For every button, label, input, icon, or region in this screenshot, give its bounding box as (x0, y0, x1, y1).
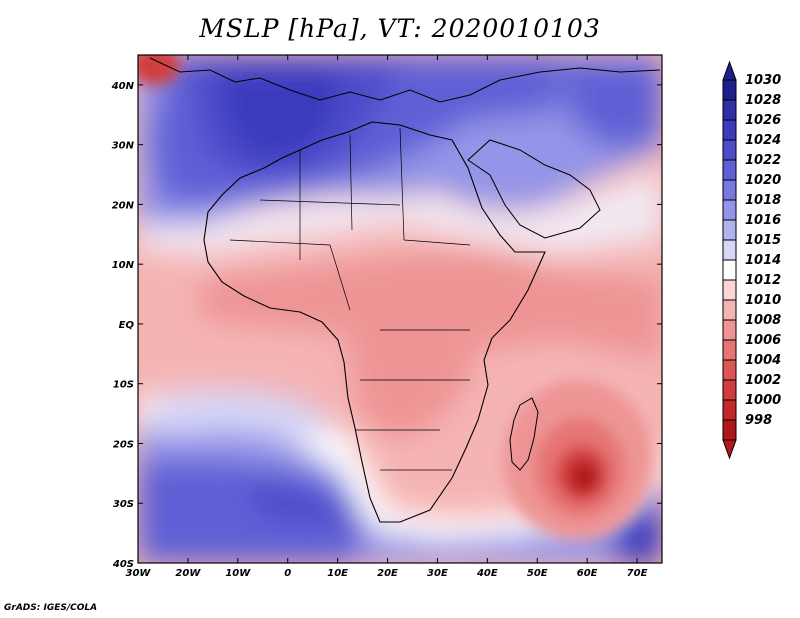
colorbar-label: 1002 (745, 373, 781, 388)
colorbar-label: 1018 (745, 193, 781, 208)
lat-label: 20N (112, 200, 135, 211)
lon-label: 70E (627, 568, 648, 579)
lon-label: 30E (427, 568, 448, 579)
colorbar-label: 1016 (745, 213, 781, 228)
pressure-field (138, 55, 662, 563)
colorbar-label: 1024 (745, 133, 781, 148)
lon-label: 60E (577, 568, 598, 579)
madagascar-outline (509, 397, 539, 471)
colorbar: 1030 1028 1026 1024 1022 1020 1018 1016 1015 1014… (722, 60, 781, 460)
colorbar-label: 1004 (745, 353, 781, 368)
map-title: MSLP [hPa], VT: 2020010103 (199, 14, 601, 43)
map-frame (137, 54, 663, 564)
axis-ticks (137, 55, 662, 564)
lon-label: 30W (126, 568, 152, 579)
colorbar-label: 1028 (745, 93, 781, 108)
colorbar-swatch (722, 99, 737, 121)
colorbar-swatch (722, 239, 737, 261)
lat-label: EQ (119, 320, 135, 331)
colorbar-label: 1030 (745, 73, 781, 88)
lat-label: 30S (113, 499, 134, 510)
latitude-labels: 40N 30N 20N 10N EQ 10S 20S 30S 40S (111, 81, 135, 570)
arabia-coastline (467, 139, 601, 239)
lon-label: 50E (527, 568, 548, 579)
colorbar-label: 1012 (745, 273, 781, 288)
lat-label: 40N (111, 81, 135, 92)
lat-label: 10S (113, 380, 134, 391)
colorbar-bottom-arrow (722, 439, 737, 460)
colorbar-swatch (722, 419, 737, 441)
colorbar-swatch (722, 299, 737, 321)
colorbar-label: 1015 (745, 233, 781, 248)
colorbar-label: 1026 (745, 113, 781, 128)
colorbar-swatch (722, 279, 737, 301)
europe-coastline (149, 57, 661, 103)
colorbar-swatch (722, 359, 737, 381)
colorbar-label: 1020 (745, 173, 781, 188)
lon-label: 20E (377, 568, 398, 579)
colorbar-swatch (722, 339, 737, 361)
lat-label: 10N (112, 260, 135, 271)
colorbar-label: 1010 (745, 293, 781, 308)
colorbar-swatch (722, 199, 737, 221)
colorbar-label: 998 (745, 413, 772, 428)
colorbar-swatch (722, 399, 737, 421)
colorbar-label: 1000 (745, 393, 781, 408)
colorbar-swatch (722, 259, 737, 281)
colorbar-swatch (722, 79, 737, 101)
colorbar-swatch (722, 219, 737, 241)
lon-label: 10E (327, 568, 348, 579)
lat-label: 40S (112, 559, 134, 570)
colorbar-label: 1006 (745, 333, 781, 348)
lon-label: 40E (476, 568, 498, 579)
colorbar-label: 1022 (745, 153, 781, 168)
credit-label: GrADS: IGES/COLA (4, 603, 98, 613)
colorbar-top-arrow (722, 60, 737, 81)
lon-label: 0 (284, 568, 291, 579)
africa-coastline (203, 121, 546, 523)
lat-label: 20S (113, 439, 134, 450)
lon-label: 20W (175, 568, 201, 579)
lon-label: 10W (225, 568, 251, 579)
colorbar-swatch (722, 119, 737, 141)
colorbar-swatch (722, 319, 737, 341)
lat-label: 30N (112, 141, 135, 152)
colorbar-swatch (722, 179, 737, 201)
colorbar-swatch (722, 159, 737, 181)
longitude-labels: 30W 20W 10W 0 10E 20E 30E 40E 50E 60E 70E (126, 568, 648, 579)
colorbar-swatch (722, 379, 737, 401)
colorbar-swatch (722, 139, 737, 161)
colorbar-label: 1008 (745, 313, 781, 328)
colorbar-label: 1014 (745, 253, 781, 268)
